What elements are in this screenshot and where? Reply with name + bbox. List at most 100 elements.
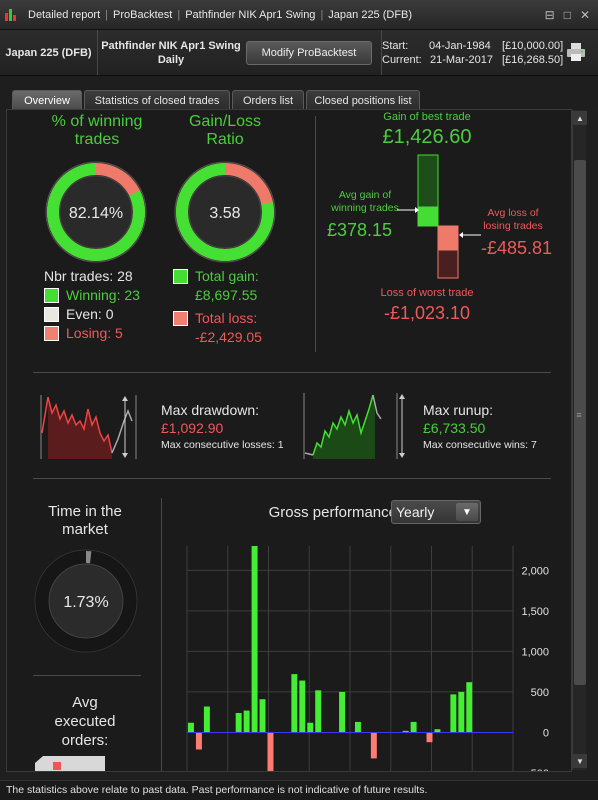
runup-label: Max runup: [423,402,494,418]
y-tick-label: 500 [531,687,549,699]
start-date: 04-Jan-1984 [429,39,491,52]
time-in-market-donut: 1.73% [34,549,138,653]
bar [251,546,258,733]
worst-trade-value: -£1,023.10 [383,303,471,323]
breadcrumb-detailed-report[interactable]: Detailed report [28,8,101,21]
bar [267,732,274,771]
gross-performance-title: Gross performance [268,504,397,521]
y-tick-label: 1,000 [521,646,549,658]
drawdown-sparkline [40,395,137,459]
bar [402,730,409,733]
y-tick-label: -500 [527,768,549,772]
vertical-scrollbar[interactable]: ▲ ≡ ▼ [572,110,587,770]
modify-probacktest-button[interactable]: Modify ProBacktest [246,40,372,65]
bar [315,690,322,733]
drawdown-label: Max drawdown: [161,402,260,418]
avg-gain-value: £378.15 [327,220,393,240]
bar [458,691,465,733]
bar [466,682,473,733]
bar [434,729,441,733]
bar [291,674,298,733]
runup-value: £6,733.50 [423,420,486,436]
avg-executed-orders-title: Avg executed orders: [54,694,116,749]
gainloss-donut: 3.58 [174,161,276,263]
close-icon[interactable]: ✕ [579,7,590,22]
gross-performance-chart: 2,000 1,500 1,000 500 0 -500 [186,546,549,772]
bar [243,710,250,733]
bar [195,732,202,750]
printer-icon[interactable] [566,42,586,62]
nbr-trades: Nbr trades: 28 [44,268,133,284]
total-loss-value: -£2,429.05 [195,329,262,345]
minimize-icon[interactable]: ⊟ [544,7,555,22]
current-date: 21-Mar-2017 [430,53,493,66]
avg-loss-value: -£485.81 [481,238,553,258]
avg-gain-label: Avg gain of winning trades [331,189,399,214]
scroll-down-icon[interactable]: ▼ [573,754,587,768]
bar [188,722,194,733]
tab-statistics[interactable]: Statistics of closed trades [84,90,230,110]
scroll-up-icon[interactable]: ▲ [573,111,587,125]
bar [339,691,346,733]
winning-title: % of winning trades [51,113,143,148]
max-consecutive-wins: Max consecutive wins: 7 [423,439,537,451]
report-header: Japan 225 (DFB) Pathfinder NIK Apr1 Swin… [0,30,598,76]
bar [410,721,417,733]
breadcrumb-instrument[interactable]: Japan 225 (DFB) [328,8,413,21]
arrow-right-icon [397,207,419,213]
bar [203,706,210,733]
total-gain-value: £8,697.55 [195,287,258,303]
bar [426,732,433,743]
period-label: Daily [157,53,185,66]
title-bar: Detailed report | ProBacktest | Pathfind… [0,0,598,30]
best-trade-label: Gain of best trade [383,111,471,123]
bar [307,722,314,733]
avg-loss-label: Avg loss of losing trades [483,207,543,232]
time-in-market-title: Time in the market [48,503,122,538]
bar [354,721,361,733]
current-capital: [£16,268.50] [502,53,564,66]
tab-orders-list[interactable]: Orders list [232,90,304,110]
arrow-left-icon [459,232,481,238]
orders-ticket-icon [35,756,105,771]
gainloss-title: Gain/Loss Ratio [188,113,262,148]
time-in-market-value: 1.73% [63,594,108,611]
bar [450,694,457,733]
trade-range-bars [417,154,459,279]
tab-overview[interactable]: Overview [12,90,82,110]
overview-panel: % of winning trades 82.14% Nbr trades: 2… [6,109,572,772]
tab-closed-positions[interactable]: Closed positions list [306,90,420,110]
winning-donut: 82.14% [45,161,147,263]
runup-sparkline [303,393,405,459]
bar [259,699,266,733]
instrument-name: Japan 225 (DFB) [0,30,98,75]
start-capital: [£10,000.00] [502,39,564,52]
gainloss-ratio: 3.58 [209,205,240,222]
disclaimer: The statistics above relate to past data… [0,780,598,800]
tab-bar: Overview Statistics of closed trades Ord… [0,76,598,110]
y-tick-label: 1,500 [521,606,549,618]
scrollbar-thumb[interactable] [574,160,586,685]
system-name: Pathfinder NIK Apr1 Swing Daily [98,39,244,67]
drawdown-value: £1,092.90 [161,420,224,436]
app-logo-icon [5,8,17,22]
worst-trade-label: Loss of worst trade [380,287,474,299]
total-gain-label: Total gain: [173,268,259,284]
legend-even: Even: 0 [44,306,113,322]
best-trade-value: £1,426.60 [382,126,472,148]
bar [299,680,306,733]
capital-summary: Start: 04-Jan-1984 [£10,000.00] Current:… [382,30,582,75]
grip-icon: ≡ [576,410,582,420]
breadcrumb-system[interactable]: Pathfinder NIK Apr1 Swing [185,8,316,21]
legend-losing: Losing: 5 [44,325,123,341]
maximize-icon[interactable]: □ [563,7,571,22]
y-tick-label: 0 [543,727,549,739]
y-tick-label: 2,000 [521,565,549,577]
bar [235,713,242,733]
max-consecutive-losses: Max consecutive losses: 1 [161,439,284,451]
legend-winning: Winning: 23 [44,287,140,303]
bar [370,732,377,759]
period-select[interactable]: Yearly ▼ [391,500,481,524]
chevron-down-icon[interactable]: ▼ [456,503,478,521]
breadcrumb-probacktest[interactable]: ProBacktest [113,8,173,21]
